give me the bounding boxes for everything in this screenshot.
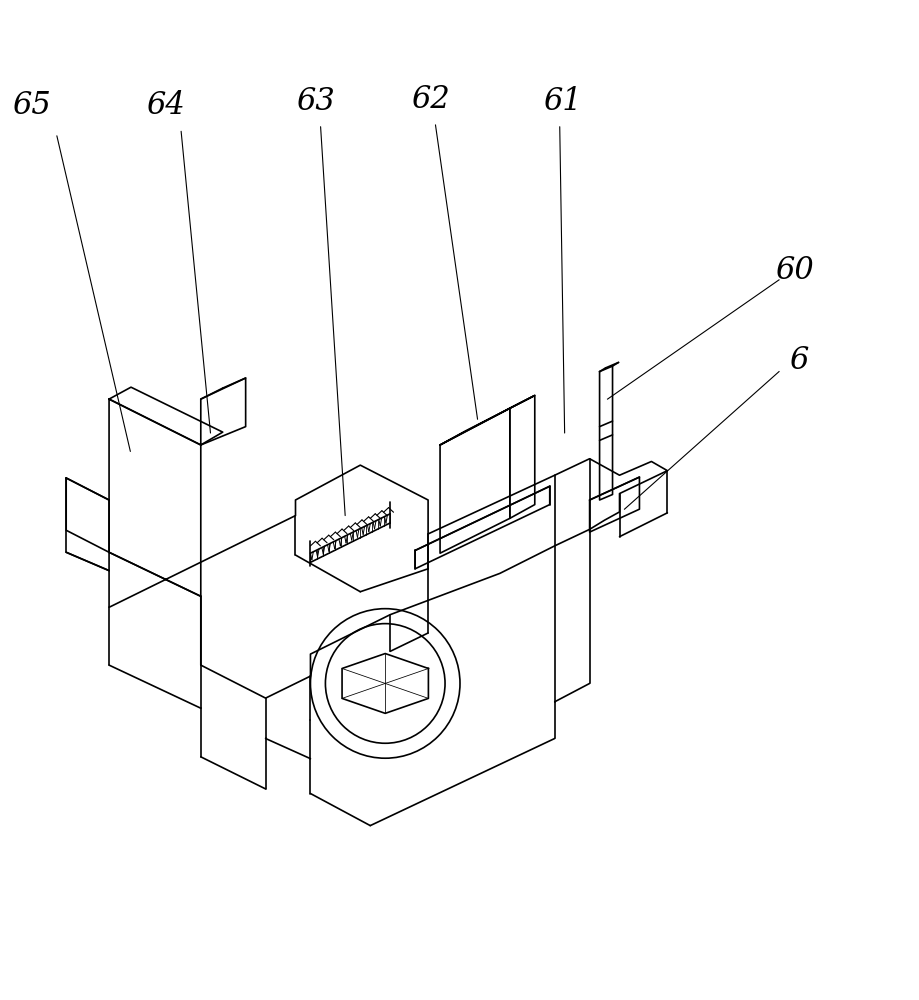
Text: 65: 65 [12,90,51,121]
Text: 62: 62 [410,84,449,115]
Text: 6: 6 [789,345,808,376]
Text: 60: 60 [774,255,812,286]
Text: 63: 63 [296,86,335,117]
Text: 64: 64 [146,90,185,121]
Text: 61: 61 [543,86,582,117]
